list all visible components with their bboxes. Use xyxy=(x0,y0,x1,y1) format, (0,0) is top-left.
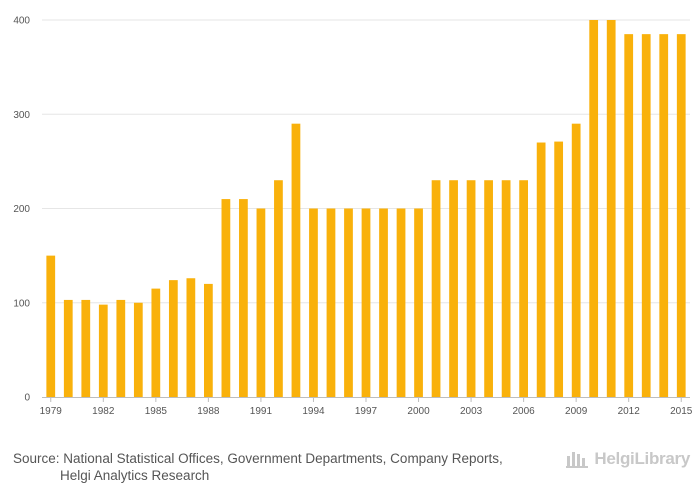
bar-1991 xyxy=(256,208,266,397)
bar-2015 xyxy=(676,34,686,397)
y-tick-label-200: 200 xyxy=(13,204,30,215)
x-tick-label-2003: 2003 xyxy=(460,406,483,417)
bar-1990 xyxy=(239,199,248,397)
bar-2012 xyxy=(624,34,634,397)
x-tick-label-1991: 1991 xyxy=(250,406,273,417)
bar-2000 xyxy=(414,208,423,397)
bar-1995 xyxy=(326,208,336,397)
bar-1997 xyxy=(361,208,371,397)
bar-2011 xyxy=(606,20,616,397)
x-tick-label-1985: 1985 xyxy=(145,406,168,417)
bar-2014 xyxy=(659,34,669,397)
x-tick-label-1994: 1994 xyxy=(302,406,325,417)
bar-2013 xyxy=(641,34,651,397)
bar-1994 xyxy=(309,208,318,397)
bar-2001 xyxy=(431,180,441,397)
bar-2008 xyxy=(554,141,564,397)
x-tick-label-2009: 2009 xyxy=(565,406,588,417)
source-line-2: Helgi Analytics Research xyxy=(60,468,210,483)
bar-1984 xyxy=(133,302,143,397)
bar-1996 xyxy=(344,208,353,397)
bar-1983 xyxy=(116,299,126,397)
x-tick-label-2012: 2012 xyxy=(618,406,641,417)
source-note: Source: National Statistical Offices, Go… xyxy=(13,450,553,484)
bar-1987 xyxy=(186,278,196,397)
y-tick-label-0: 0 xyxy=(24,393,30,404)
y-tick-label-300: 300 xyxy=(13,110,30,121)
x-tick-label-2015: 2015 xyxy=(670,406,693,417)
bar-1979 xyxy=(46,255,56,397)
bar-2010 xyxy=(589,20,599,397)
helgi-logo-icon xyxy=(566,452,589,468)
bar-1988 xyxy=(204,283,213,397)
x-tick-label-2000: 2000 xyxy=(407,406,430,417)
x-tick-label-1997: 1997 xyxy=(355,406,378,417)
bar-2009 xyxy=(571,123,581,398)
bar-1992 xyxy=(274,180,283,397)
bar-1993 xyxy=(291,123,301,398)
bar-2002 xyxy=(449,180,458,397)
bar-2004 xyxy=(484,180,493,397)
x-tick-label-1982: 1982 xyxy=(92,406,115,417)
bars xyxy=(46,20,686,398)
y-tick-label-400: 400 xyxy=(13,16,30,27)
bar-1998 xyxy=(379,208,388,397)
helgi-library-logo: HelgiLibrary xyxy=(566,449,690,469)
bar-2003 xyxy=(466,180,476,397)
y-axis-labels: 0 100 200 300 400 xyxy=(13,16,30,404)
x-axis: 1979 1982 1985 1988 1991 1994 1997 2000 2003 2006… xyxy=(40,397,693,417)
logo-text: HelgiLibrary xyxy=(594,449,690,468)
x-tick-label-1979: 1979 xyxy=(40,406,63,417)
y-tick-label-100: 100 xyxy=(13,298,30,309)
source-label: Source: xyxy=(13,451,60,466)
source-line-1: National Statistical Offices, Government… xyxy=(63,451,503,466)
bar-2006 xyxy=(519,180,528,397)
x-tick-label-2006: 2006 xyxy=(512,406,535,417)
bar-1985 xyxy=(151,288,161,397)
bar-1980 xyxy=(63,299,73,397)
bar-1982 xyxy=(98,304,108,397)
bar-1999 xyxy=(396,208,406,397)
bar-2005 xyxy=(501,180,511,397)
bar-1989 xyxy=(221,199,231,397)
bar-1986 xyxy=(168,280,178,397)
bar-1981 xyxy=(81,299,91,397)
bar-2007 xyxy=(536,142,546,397)
x-tick-label-1988: 1988 xyxy=(197,406,220,417)
